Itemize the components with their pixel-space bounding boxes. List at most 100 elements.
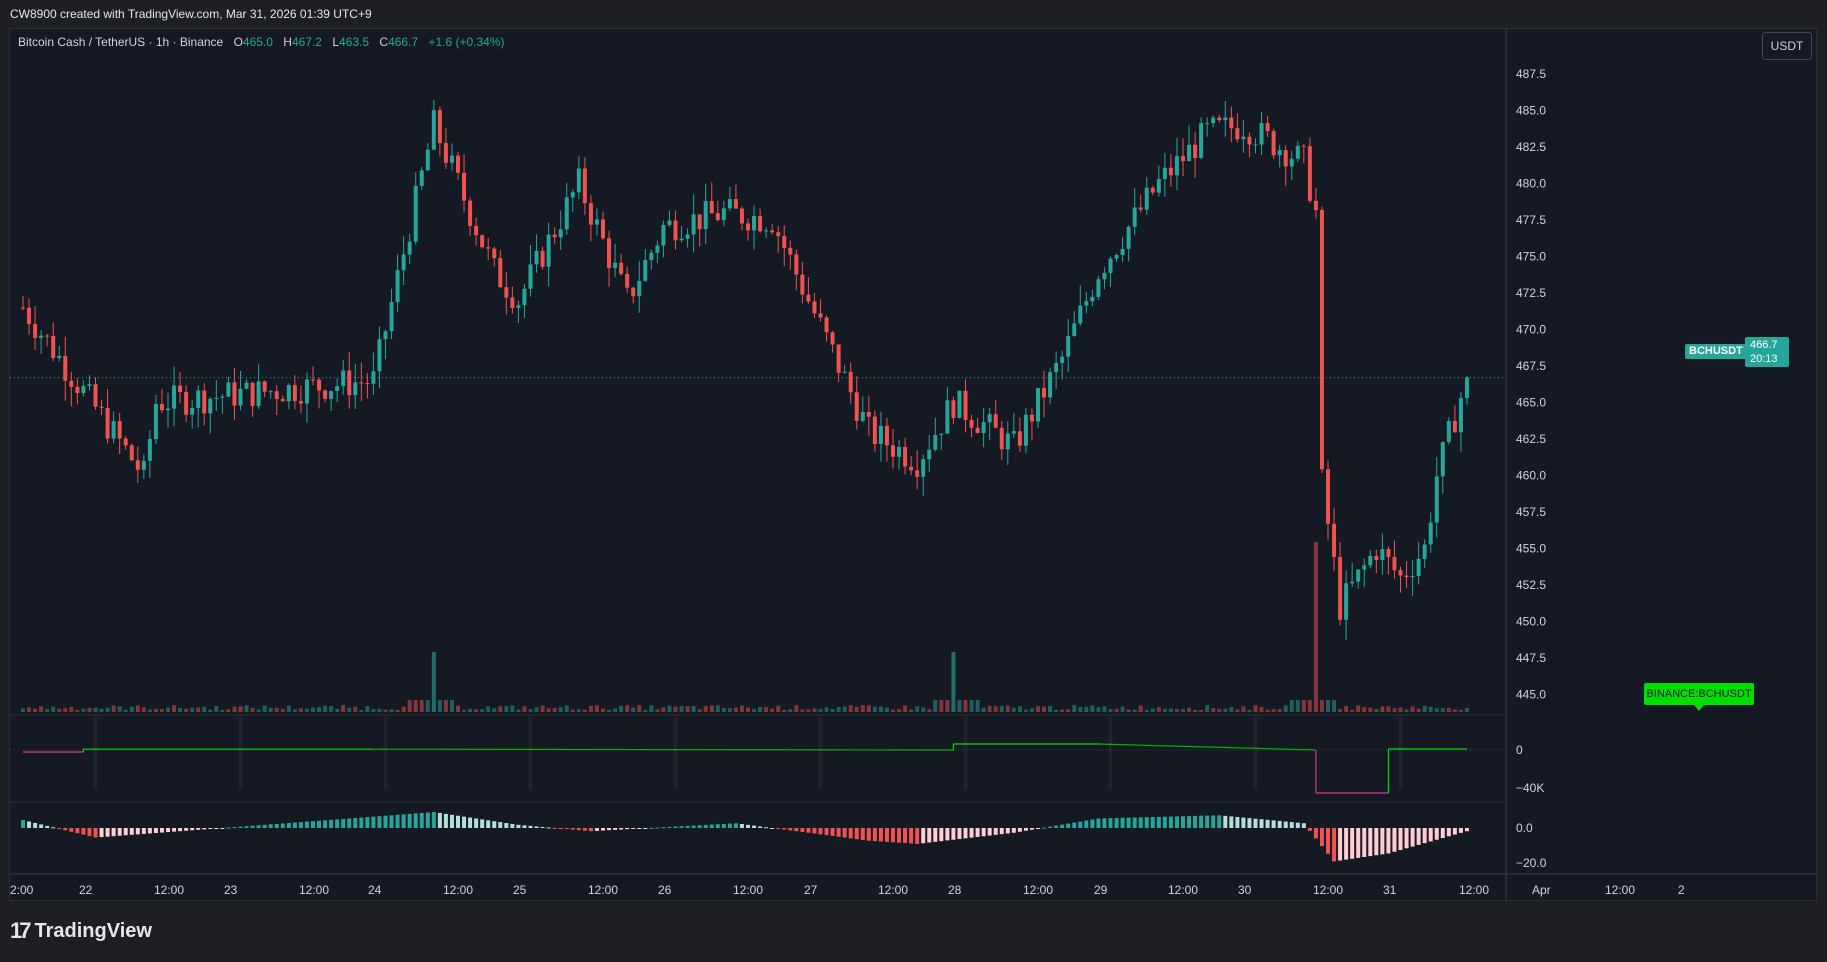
candle-body bbox=[135, 460, 140, 470]
time-tick-label: 28 bbox=[948, 883, 962, 897]
histogram-bar bbox=[1108, 818, 1113, 828]
histogram-bar bbox=[848, 828, 853, 839]
volume-bar bbox=[1036, 706, 1040, 712]
candle-body bbox=[516, 305, 521, 309]
volume-bar bbox=[27, 707, 32, 712]
histogram-bar bbox=[1120, 817, 1125, 828]
histogram-bar bbox=[135, 828, 140, 835]
volume-bar bbox=[335, 708, 340, 712]
candle-body bbox=[153, 403, 158, 440]
candle-body bbox=[709, 201, 714, 214]
candle-body bbox=[1120, 248, 1125, 256]
chart-frame[interactable]: 487.5 485.0 482.5 480.0 477.5 475.0 472.5 470.0… bbox=[9, 28, 1817, 901]
candle-body bbox=[721, 208, 726, 221]
candle-body bbox=[522, 288, 527, 306]
histogram-bar bbox=[1078, 821, 1083, 828]
histogram-bar bbox=[238, 826, 243, 828]
histogram-bar bbox=[661, 827, 666, 829]
volume-bar bbox=[123, 709, 128, 712]
volume-bar bbox=[1404, 709, 1409, 712]
volume-bar bbox=[1132, 709, 1137, 712]
time-tick-label: 2:00 bbox=[10, 883, 34, 897]
histogram-bar bbox=[703, 824, 708, 828]
volume-bar bbox=[1452, 709, 1457, 712]
price-tick-label: 470.0 bbox=[1516, 322, 1546, 336]
histogram-bar bbox=[697, 825, 702, 828]
symbol-legend: Bitcoin Cash / TetherUS · 1h · Binance O… bbox=[18, 35, 505, 49]
volume-bar bbox=[661, 707, 666, 712]
candle-body bbox=[625, 273, 630, 288]
candle-body bbox=[1229, 117, 1234, 129]
histogram-bar bbox=[576, 828, 581, 831]
candle-body bbox=[323, 390, 328, 399]
histogram-bar bbox=[564, 828, 569, 830]
volume-bar bbox=[1368, 707, 1373, 712]
volume-bar bbox=[347, 707, 352, 712]
volume-bar bbox=[1084, 706, 1089, 712]
volume-bar bbox=[21, 708, 25, 712]
candle-body bbox=[365, 383, 370, 385]
volume-bar bbox=[317, 707, 322, 712]
histogram-bar bbox=[981, 828, 986, 837]
candle-body bbox=[280, 398, 285, 402]
candle-body bbox=[866, 412, 871, 417]
volume-bar bbox=[196, 707, 201, 712]
histogram-bar bbox=[601, 828, 605, 831]
candle-body bbox=[884, 425, 889, 446]
volume-bar bbox=[957, 700, 962, 712]
histogram-bar bbox=[268, 824, 273, 828]
time-tick-label: 27 bbox=[804, 883, 818, 897]
candle-body bbox=[21, 307, 25, 309]
volume-bar bbox=[1259, 707, 1264, 712]
volume-bar bbox=[564, 705, 569, 712]
histogram-bar bbox=[244, 826, 249, 828]
volume-bar bbox=[395, 709, 400, 712]
volume-bar bbox=[703, 706, 708, 712]
candle-body bbox=[1464, 377, 1469, 399]
histogram-bar bbox=[117, 828, 122, 836]
histogram-bar bbox=[921, 828, 926, 844]
candle-body bbox=[969, 419, 974, 428]
histogram-bar bbox=[776, 828, 781, 829]
histogram-bar bbox=[45, 825, 50, 828]
histogram-bar bbox=[800, 828, 805, 832]
candle-body bbox=[860, 412, 865, 421]
candle-body bbox=[449, 155, 454, 163]
volume-bar bbox=[1277, 709, 1282, 712]
candle-body bbox=[486, 247, 491, 249]
high-label: H bbox=[283, 35, 292, 49]
candle-body bbox=[788, 247, 793, 255]
candle-body bbox=[782, 236, 787, 248]
volume-bar bbox=[480, 709, 485, 712]
histogram-bar bbox=[1187, 816, 1192, 828]
volume-bar bbox=[190, 707, 195, 712]
candle-body bbox=[1138, 207, 1143, 210]
volume-bar bbox=[945, 700, 950, 712]
volume-bar bbox=[709, 705, 714, 712]
candle-body bbox=[1036, 387, 1040, 422]
volume-bar bbox=[1102, 706, 1107, 712]
chart-canvas[interactable]: 487.5 485.0 482.5 480.0 477.5 475.0 472.5 470.0… bbox=[10, 29, 1816, 900]
tradingview-brand[interactable]: 17 TradingView bbox=[10, 918, 152, 944]
histogram-bar bbox=[709, 824, 714, 828]
histogram-bar bbox=[909, 828, 914, 844]
candle-body bbox=[214, 397, 219, 399]
candle-body bbox=[1356, 569, 1361, 582]
volume-bar bbox=[105, 707, 110, 712]
volume-bar bbox=[788, 709, 793, 712]
volume-bar bbox=[468, 708, 473, 712]
volume-bar bbox=[280, 708, 285, 712]
candle-body bbox=[1066, 335, 1071, 357]
volume-bar bbox=[1156, 707, 1161, 712]
currency-button[interactable]: USDT bbox=[1762, 32, 1812, 60]
candle-body bbox=[1446, 421, 1451, 442]
histogram-bar bbox=[993, 828, 998, 835]
volume-bar bbox=[63, 708, 68, 712]
histogram-bar bbox=[1392, 828, 1397, 852]
histogram-bar bbox=[649, 827, 654, 829]
candle-body bbox=[981, 422, 986, 434]
histogram-bar bbox=[93, 828, 98, 838]
candle-body bbox=[431, 110, 436, 150]
indicator2-tick-label: −20.0 bbox=[1516, 856, 1547, 870]
candle-body bbox=[963, 390, 968, 420]
